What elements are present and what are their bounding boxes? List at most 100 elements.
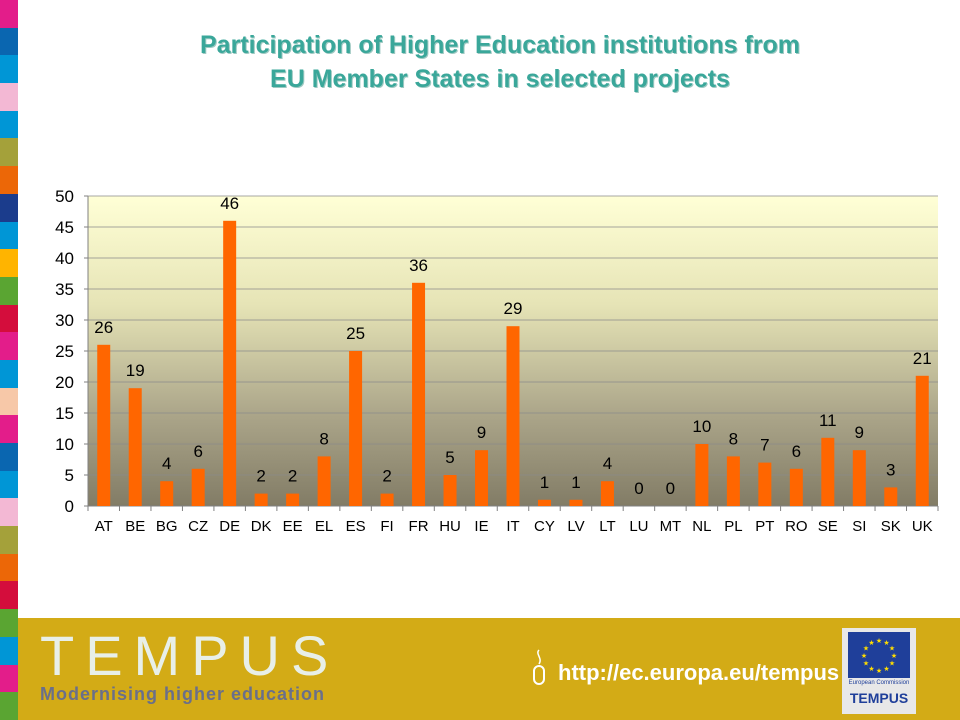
x-tick-label: IE [474,518,488,535]
strip-block [0,692,18,720]
eu-label: European Commission [848,680,910,686]
data-label: 10 [692,417,711,436]
star-icon: ★ [868,639,874,647]
data-label: 2 [288,467,297,486]
x-tick-label: MT [660,518,682,535]
y-tick-label: 10 [55,435,74,454]
color-strip [0,0,18,720]
eu-program-label: TEMPUS [849,690,909,706]
star-icon: ★ [876,637,882,645]
y-tick-label: 25 [55,342,74,361]
data-label: 3 [886,460,895,479]
bar [317,456,331,506]
strip-block [0,359,18,388]
bar [128,388,142,506]
strip-block [0,636,18,665]
y-tick-label: 40 [55,249,74,268]
data-label: 1 [540,473,549,492]
data-label: 0 [634,479,643,498]
data-label: 6 [792,442,801,461]
bar [349,351,363,506]
strip-block [0,55,18,84]
x-tick-label: RO [785,518,808,535]
bar [852,450,866,506]
data-label: 36 [409,256,428,275]
x-tick-label: BG [156,518,178,535]
data-label: 6 [193,442,202,461]
star-icon: ★ [889,645,895,653]
x-tick-label: DE [219,518,240,535]
data-label: 7 [760,436,769,455]
bar [789,468,803,506]
data-label: 8 [319,429,328,448]
data-label: 4 [603,454,612,473]
y-tick-label: 0 [65,497,74,516]
bar [726,456,740,506]
strip-block [0,276,18,305]
tempus-url-link[interactable]: http://ec.europa.eu/tempus [558,660,840,685]
bar-chart: 05101520253035404550AT26BE19BG4CZ6DE46DK… [55,187,939,535]
bar [254,493,268,506]
bar [380,493,394,506]
bar [223,220,237,507]
star-icon: ★ [876,667,882,675]
data-label: 9 [477,423,486,442]
x-tick-label: NL [692,518,711,535]
x-tick-label: BE [125,518,145,535]
star-icon: ★ [868,665,874,673]
strip-block [0,470,18,499]
star-icon: ★ [861,652,867,660]
star-icon: ★ [863,645,869,653]
data-label: 46 [220,194,239,213]
x-tick-label: FI [380,518,393,535]
y-tick-label: 15 [55,404,74,423]
star-icon: ★ [889,660,895,668]
footer-band [18,618,960,720]
bar [821,437,835,506]
star-icon: ★ [883,639,889,647]
star-icon: ★ [883,665,889,673]
strip-block [0,166,18,194]
title-line-1: Participation of Higher Education instit… [199,31,800,59]
mouse-icon [533,649,545,685]
x-tick-label: CZ [188,518,208,535]
data-label: 4 [162,454,171,473]
data-label: 19 [126,361,145,380]
brand-tagline: Modernising higher education [40,684,326,704]
data-label: 25 [346,324,365,343]
strip-block [0,27,18,56]
data-label: 1 [571,473,580,492]
x-tick-label: CY [534,518,555,535]
x-tick-label: EL [315,518,333,535]
strip-block [0,581,18,610]
y-tick-label: 20 [55,373,74,392]
bar [97,344,111,506]
x-tick-label: LU [629,518,648,535]
strip-block [0,221,18,250]
bar [600,481,614,506]
tempus-logo: TEMPUS Modernising higher education [40,626,339,705]
x-tick-label: IT [506,518,519,535]
x-tick-label: EE [283,518,303,535]
data-label: 2 [256,467,265,486]
data-label: 11 [819,411,837,430]
y-tick-label: 50 [55,187,74,206]
x-tick-label: HU [439,518,461,535]
eu-flag-icon: ★ ★ ★ ★ ★ ★ ★ ★ ★ ★ ★ ★ [848,632,910,678]
data-label: 5 [445,448,454,467]
bar [537,499,551,506]
x-tick-label: PL [724,518,742,535]
data-label: 9 [855,423,864,442]
strip-block [0,387,18,416]
strip-block [0,498,18,527]
bar [412,282,426,506]
x-tick-label: PT [755,518,774,535]
x-tick-label: ES [346,518,366,535]
strip-block [0,332,18,360]
strip-block [0,664,18,693]
data-label: 21 [913,349,932,368]
data-label: 29 [504,299,523,318]
x-tick-label: SI [852,518,866,535]
strip-block [0,609,18,637]
bar [160,481,174,506]
